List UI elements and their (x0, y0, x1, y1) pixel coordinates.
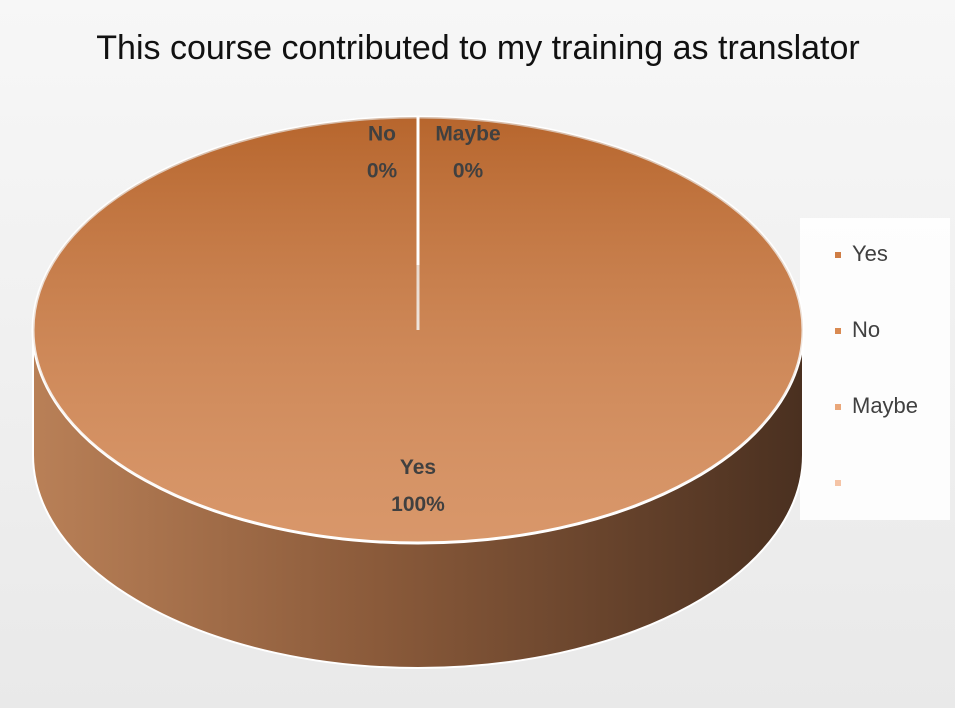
legend-label: Maybe (852, 393, 918, 418)
legend-box (800, 218, 950, 520)
data-label-value: 0% (367, 160, 398, 183)
legend-label: No (852, 317, 880, 342)
data-label-category: No (368, 123, 396, 146)
legend-swatch (835, 252, 841, 258)
legend-swatch (835, 328, 841, 334)
data-label-category: Maybe (435, 123, 500, 146)
legend-swatch (835, 404, 841, 410)
legend-label: Yes (852, 241, 888, 266)
chart-title: This course contributed to my training a… (96, 29, 859, 67)
data-label-value: 0% (453, 160, 484, 183)
data-label-value: 100% (391, 493, 445, 516)
data-label-category: Yes (400, 456, 436, 479)
legend-swatch (835, 480, 841, 486)
